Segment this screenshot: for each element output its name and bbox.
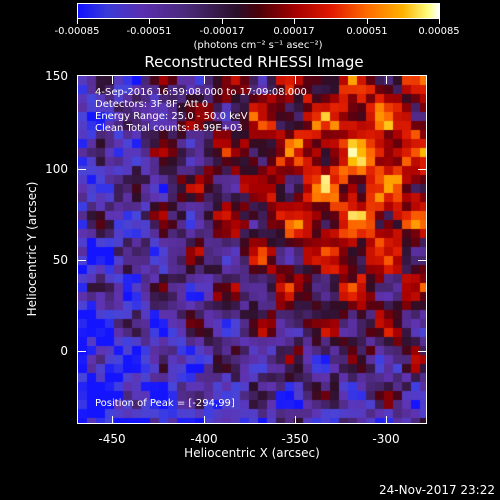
x-axis-label: Heliocentric X (arcsec) bbox=[184, 446, 320, 460]
colorbar-units: (photons cm⁻² s⁻¹ asec⁻²) bbox=[193, 40, 323, 51]
heatmap-canvas bbox=[78, 76, 426, 423]
y-tick-label: 100 bbox=[45, 162, 68, 176]
image-plot bbox=[77, 75, 427, 424]
timestamp-footer: 24-Nov-2017 23:22 bbox=[379, 483, 495, 497]
colorbar-tick-label: -0.00085 bbox=[54, 26, 100, 37]
info-energy-range: Energy Range: 25.0 - 50.0 keV bbox=[95, 111, 248, 122]
colorbar bbox=[77, 3, 440, 19]
info-detectors: Detectors: 3F 8F, Att 0 bbox=[95, 99, 209, 110]
y-axis-label: Heliocentric Y (arcsec) bbox=[25, 181, 39, 317]
colorbar-tick-label: 0.00051 bbox=[346, 26, 388, 37]
x-tick-label: -350 bbox=[281, 432, 309, 446]
info-time-range: 4-Sep-2016 16:59:08.000 to 17:09:08.000 bbox=[95, 87, 307, 98]
colorbar-tick-label: -0.00017 bbox=[199, 26, 245, 37]
y-tick-label: 0 bbox=[60, 344, 68, 358]
x-tick-label: -300 bbox=[372, 432, 400, 446]
y-tick-label: 50 bbox=[52, 253, 68, 267]
y-tick-label: 150 bbox=[45, 69, 68, 83]
x-tick-label: -400 bbox=[190, 432, 218, 446]
info-method-counts: Clean Total counts: 8.99E+03 bbox=[95, 123, 243, 134]
peak-position: Position of Peak = [-294,99] bbox=[95, 398, 235, 409]
colorbar-tick-label: -0.00051 bbox=[126, 26, 172, 37]
colorbar-tick-label: 0.00017 bbox=[273, 26, 315, 37]
x-tick-label: -450 bbox=[98, 432, 126, 446]
colorbar-tick-label: 0.00085 bbox=[418, 26, 460, 37]
image-title: Reconstructed RHESSI Image bbox=[144, 53, 364, 71]
